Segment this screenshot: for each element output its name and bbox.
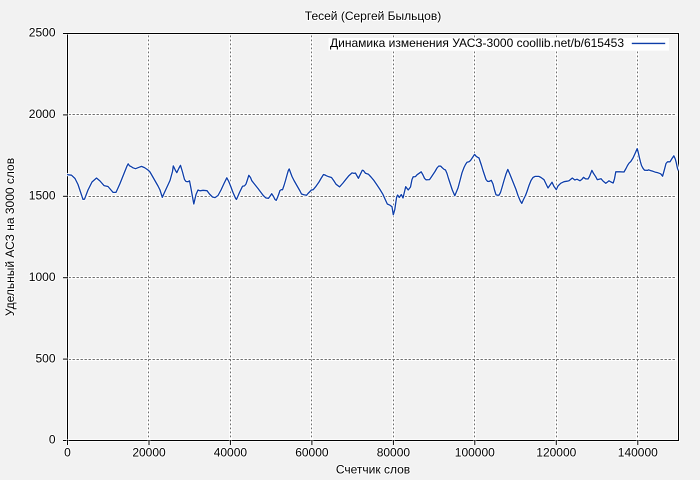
svg-text:20000: 20000 bbox=[132, 446, 166, 460]
svg-text:100000: 100000 bbox=[455, 446, 495, 460]
svg-text:0: 0 bbox=[64, 446, 71, 460]
svg-text:120000: 120000 bbox=[536, 446, 576, 460]
svg-text:80000: 80000 bbox=[377, 446, 411, 460]
svg-text:140000: 140000 bbox=[618, 446, 658, 460]
svg-text:Динамика изменения УАСЗ-3000 c: Динамика изменения УАСЗ-3000 coollib.net… bbox=[330, 36, 624, 50]
svg-text:500: 500 bbox=[35, 351, 55, 365]
svg-text:0: 0 bbox=[49, 433, 56, 447]
svg-text:40000: 40000 bbox=[214, 446, 248, 460]
svg-text:60000: 60000 bbox=[295, 446, 329, 460]
svg-text:1000: 1000 bbox=[29, 270, 56, 284]
svg-text:1500: 1500 bbox=[29, 189, 56, 203]
svg-text:Тесей (Сергей Быльцов): Тесей (Сергей Быльцов) bbox=[305, 9, 441, 23]
svg-text:2500: 2500 bbox=[29, 26, 56, 40]
svg-text:Счетчик слов: Счетчик слов bbox=[336, 463, 410, 477]
svg-text:Удельный АСЗ на 3000 слов: Удельный АСЗ на 3000 слов bbox=[3, 158, 17, 316]
svg-text:2000: 2000 bbox=[29, 107, 56, 121]
